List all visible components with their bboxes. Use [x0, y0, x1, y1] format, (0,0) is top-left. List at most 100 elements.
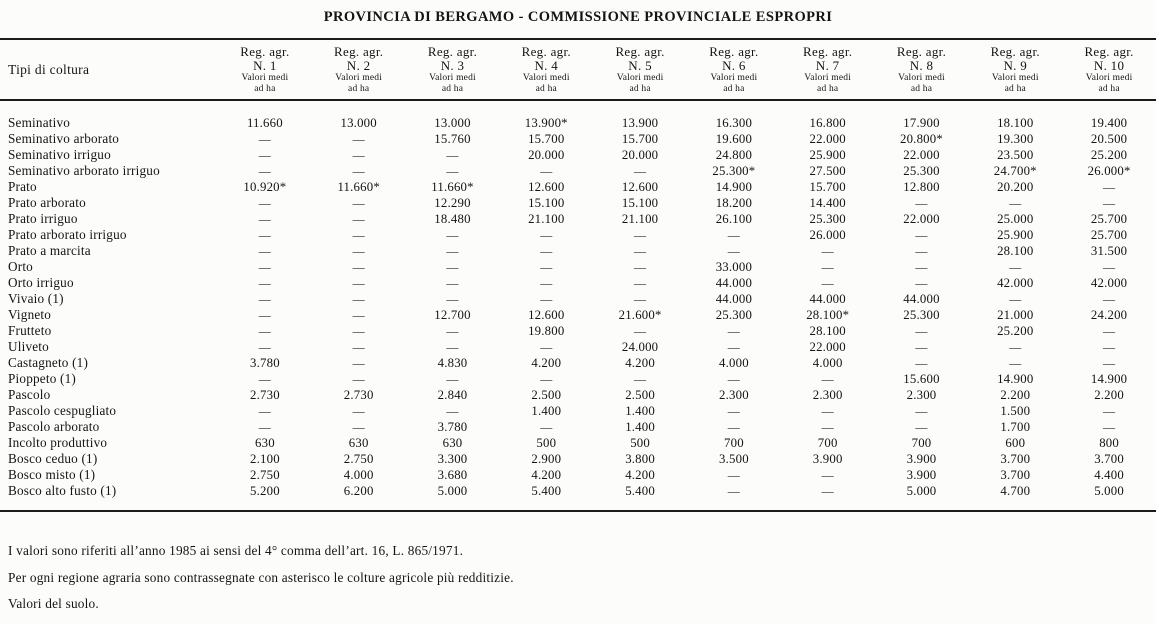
- row-label: Orto: [8, 259, 33, 274]
- value-cell: 15.700: [809, 179, 846, 194]
- value-cell: 14.900: [715, 179, 753, 194]
- column-header-line: ad ha: [348, 84, 370, 94]
- note-line: Per ogni regione agraria sono contrasseg…: [8, 569, 514, 585]
- value-cell: —: [821, 275, 834, 290]
- value-cell: 13.000: [434, 115, 471, 130]
- row-label: Pascolo arborato: [8, 419, 100, 434]
- value-cell: 2.300: [812, 387, 843, 402]
- value-cell: 25.900: [809, 147, 846, 162]
- row-label: Pioppeto (1): [8, 371, 76, 386]
- value-cell: 21.000: [997, 307, 1034, 322]
- table-row: Prato 10.920* 11.660* 11.660* 12.600 12.600 14…: [0, 179, 1156, 195]
- value-cell: 3.680: [437, 467, 468, 482]
- value-cell: —: [352, 275, 365, 290]
- column-header-line: Reg. agr.: [240, 44, 290, 59]
- value-cell: 25.000: [997, 211, 1034, 226]
- column-header-line: ad ha: [629, 84, 651, 94]
- value-cell: 20.000: [528, 147, 565, 162]
- value-cell: —: [540, 419, 553, 434]
- value-cell: 3.780: [250, 355, 280, 370]
- value-cell: 15.760: [434, 131, 471, 146]
- value-cell: 2.500: [531, 387, 562, 402]
- column-header-line: Valori medi: [991, 73, 1039, 83]
- value-cell: 11.660*: [337, 179, 380, 194]
- value-cell: —: [633, 323, 647, 338]
- table-row: Pascolo cespugliato — — — 1.400 1.400 — — — 1.500…: [0, 403, 1156, 419]
- value-cell: 2.200: [1000, 387, 1031, 402]
- value-cell: 3.900: [812, 451, 843, 466]
- column-header-line: Valori medi: [616, 73, 664, 83]
- value-cell: 14.900: [997, 371, 1034, 386]
- value-cell: —: [727, 323, 740, 338]
- value-cell: —: [352, 227, 365, 242]
- column-header-line: Reg. agr.: [1084, 44, 1134, 59]
- value-cell: —: [727, 227, 740, 242]
- value-cell: —: [1102, 291, 1116, 306]
- column-header: Reg. agr. N. 1 Valori medi ad ha: [218, 45, 312, 95]
- value-cell: —: [915, 339, 928, 354]
- row-label: Prato a marcita: [8, 243, 91, 258]
- value-cell: 22.000: [903, 147, 940, 162]
- value-cell: —: [352, 355, 365, 370]
- value-cell: —: [1102, 323, 1116, 338]
- row-label: Seminativo arborato irriguo: [8, 163, 160, 178]
- row-label: Bosco misto (1): [8, 467, 96, 482]
- value-cell: 1.400: [531, 403, 562, 418]
- column-header-line: Reg. agr.: [521, 44, 571, 59]
- table-row: Pascolo 2.730 2.730 2.840 2.500 2.500 2.300 2.3…: [0, 387, 1156, 403]
- value-cell: 25.700: [1090, 227, 1128, 242]
- value-cell: —: [258, 259, 271, 274]
- value-cell: —: [633, 227, 647, 242]
- value-cell: 31.500: [1090, 243, 1128, 258]
- value-cell: 2.300: [906, 387, 937, 402]
- value-cell: 14.900: [1090, 371, 1128, 386]
- value-cell: —: [1102, 179, 1116, 194]
- column-header-line: Valori medi: [710, 73, 758, 83]
- row-label: Frutteto: [8, 323, 52, 338]
- value-cell: 1.500: [1000, 403, 1031, 418]
- row-label: Bosco alto fusto (1): [8, 483, 117, 498]
- value-cell: 700: [911, 435, 932, 450]
- value-cell: 28.100: [809, 323, 846, 338]
- row-label: Vigneto: [8, 307, 52, 322]
- table-row: Prato a marcita — — — — — — — — 28.100 31.500: [0, 243, 1156, 259]
- value-cell: 4.400: [1094, 467, 1124, 482]
- value-cell: —: [1102, 195, 1116, 210]
- value-cell: —: [352, 419, 365, 434]
- column-header-line: N. 4: [534, 58, 559, 73]
- row-label: Prato arborato irriguo: [8, 227, 127, 242]
- column-header-line: ad ha: [441, 84, 464, 94]
- value-cell: —: [446, 323, 459, 338]
- value-cell: 11.660*: [431, 179, 474, 194]
- column-header-line: ad ha: [817, 84, 839, 94]
- value-cell: —: [1009, 339, 1022, 354]
- value-cell: 20.800*: [899, 131, 943, 146]
- value-cell: —: [258, 163, 271, 178]
- value-cell: 25.200: [1090, 147, 1128, 162]
- column-header-line: Reg. agr.: [334, 44, 384, 59]
- value-cell: 700: [724, 435, 744, 450]
- value-cell: —: [821, 419, 834, 434]
- value-cell: 5.000: [906, 483, 937, 498]
- table-row: Bosco misto (1) 2.750 4.000 3.680 4.200 4.200…: [0, 467, 1156, 483]
- column-header-line: ad ha: [723, 84, 745, 94]
- value-cell: —: [633, 259, 647, 274]
- value-cell: —: [352, 195, 365, 210]
- value-cell: —: [352, 243, 365, 258]
- value-cell: —: [821, 243, 834, 258]
- column-header: Reg. agr. N. 8 Valori medi ad ha: [875, 45, 969, 95]
- value-cell: —: [446, 227, 459, 242]
- table-row: Bosco ceduo (1) 2.100 2.750 3.300 2.900 3.800…: [0, 451, 1156, 467]
- value-cell: —: [258, 323, 271, 338]
- value-cell: 4.000: [719, 355, 749, 370]
- value-cell: 26.000: [809, 227, 846, 242]
- value-cell: 22.000: [809, 339, 846, 354]
- table-body: Seminativo 11.660 13.000 13.000 13.900* 13.90…: [0, 101, 1156, 510]
- value-cell: —: [821, 403, 834, 418]
- value-cell: 13.900*: [524, 115, 568, 130]
- value-cell: 23.500: [997, 147, 1034, 162]
- value-cell: —: [727, 419, 740, 434]
- value-cell: 18.480: [434, 211, 471, 226]
- value-cell: 630: [442, 435, 463, 450]
- column-header-line: N. 10: [1093, 58, 1125, 73]
